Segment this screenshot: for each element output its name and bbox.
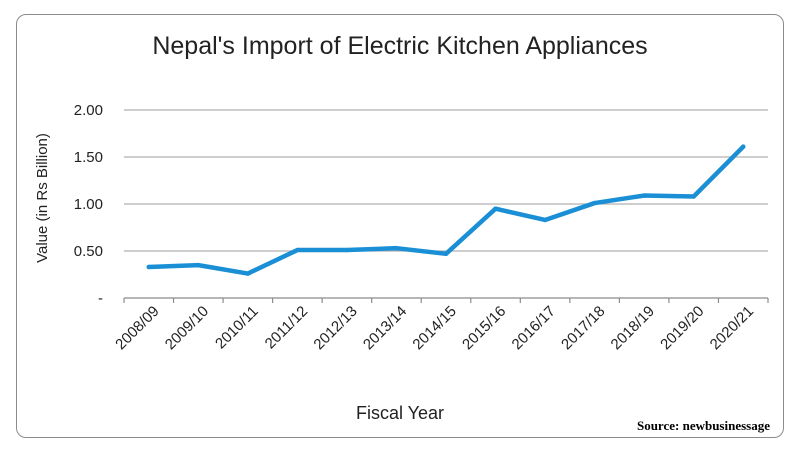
source-note: Source: newbusinessage <box>636 418 770 433</box>
data-point <box>394 245 399 251</box>
data-point <box>592 200 597 206</box>
y-tick-label: 0.50 <box>74 243 103 260</box>
data-point <box>641 193 647 198</box>
x-tick-label: 2016/17 <box>509 303 559 353</box>
data-point <box>542 217 548 223</box>
x-tick-label: 2018/19 <box>608 303 658 353</box>
x-tick-label: 2012/13 <box>310 303 360 353</box>
y-tick-label: - <box>98 290 103 307</box>
y-tick-label: 1.00 <box>74 196 103 213</box>
data-point <box>691 194 696 199</box>
data-point <box>344 247 350 253</box>
data-point <box>443 251 449 257</box>
x-tick-label: 2010/11 <box>212 303 262 353</box>
data-point <box>245 271 251 276</box>
data-point <box>295 247 300 253</box>
y-tick-label: 1.50 <box>74 149 103 166</box>
x-tick-label: 2013/14 <box>360 303 410 353</box>
x-tick-label: 2017/18 <box>558 303 608 353</box>
y-tick-label: 2.00 <box>74 102 103 119</box>
chart-title: Nepal's Import of Electric Kitchen Appli… <box>152 32 648 60</box>
y-axis-title: Value (in Rs Billion) <box>34 133 51 263</box>
chart-frame <box>16 14 784 438</box>
x-tick-label: 2015/16 <box>459 303 509 353</box>
data-point <box>741 144 746 149</box>
x-tick-label: 2020/21 <box>707 303 757 353</box>
x-axis-title: Fiscal Year <box>356 403 444 423</box>
x-tick-label: 2011/12 <box>262 303 312 353</box>
x-tick-label: 2019/20 <box>657 303 707 353</box>
data-point <box>196 262 201 268</box>
x-tick-label: 2014/15 <box>409 303 459 353</box>
x-tick-label: 2009/10 <box>162 303 212 353</box>
data-point <box>493 206 498 211</box>
x-tick-label: 2008/09 <box>112 303 162 353</box>
data-point <box>146 264 151 270</box>
